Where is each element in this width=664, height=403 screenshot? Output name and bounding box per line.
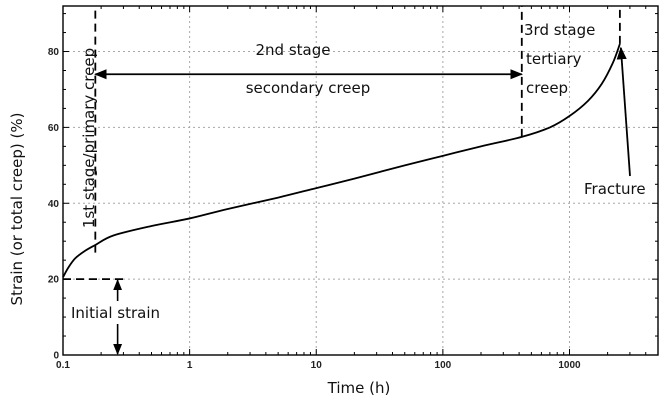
y-tick-label: 60 <box>48 123 60 134</box>
x-axis-title: Time (h) <box>327 379 391 397</box>
x-tick-label: 0.1 <box>56 360 70 371</box>
annotation-stage1: 1st stage/primary creep <box>80 48 98 228</box>
annotation-stage3-line2: tertiary <box>526 50 582 68</box>
x-tick-label: 1 <box>187 360 193 371</box>
y-tick-label: 80 <box>48 47 60 58</box>
annotation-fracture: Fracture <box>584 180 646 198</box>
x-tick-label: 100 <box>435 360 452 371</box>
x-tick-label: 1000 <box>558 360 581 371</box>
annotation-initial-strain: Initial strain <box>71 304 160 322</box>
x-tick-label: 10 <box>311 360 323 371</box>
annotations: 1st stage/primary creep 2nd stage second… <box>71 21 646 322</box>
annotation-stage3-line1: 3rd stage <box>524 21 595 39</box>
y-axis-title: Strain (or total creep) (%) <box>8 113 26 306</box>
y-tick-label: 40 <box>48 199 60 210</box>
annotation-stage2-line2: secondary creep <box>246 79 371 97</box>
y-tick-label: 20 <box>48 275 60 286</box>
annotation-stage2-line1: 2nd stage <box>256 41 331 59</box>
y-tick-label: 0 <box>53 351 59 362</box>
fracture-arrow <box>621 48 630 176</box>
annotation-stage3-line3: creep <box>526 79 568 97</box>
